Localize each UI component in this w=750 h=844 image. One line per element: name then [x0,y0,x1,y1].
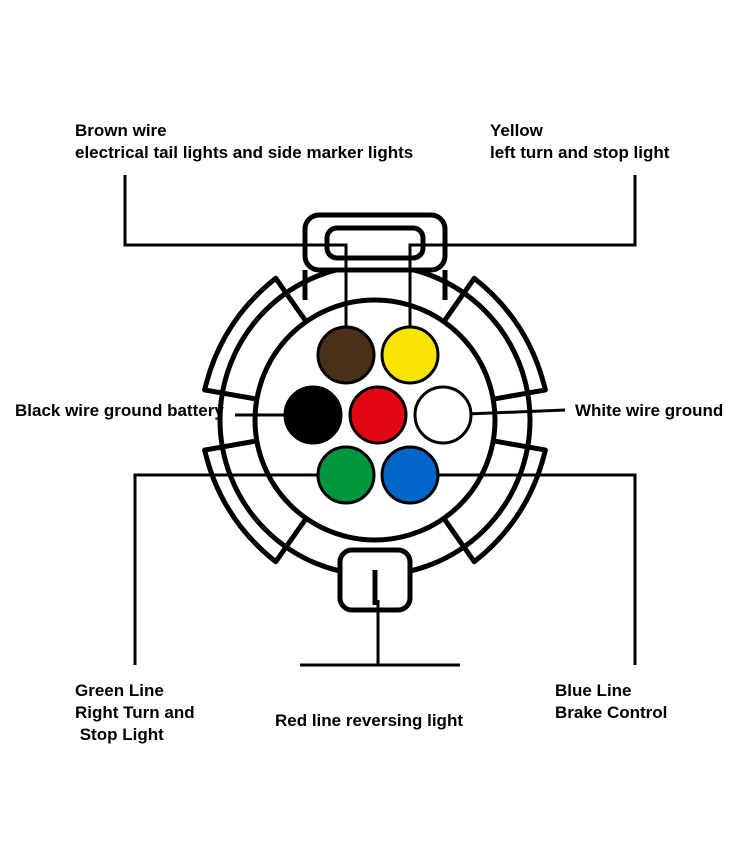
pin-red [350,387,406,443]
pin-white [415,387,471,443]
label-brown: Brown wire electrical tail lights and si… [75,120,413,164]
label-green: Green Line Right Turn and Stop Light [75,680,195,746]
pin-brown [318,327,374,383]
label-blue: Blue Line Brake Control [555,680,667,724]
label-black: Black wire ground battery [15,400,224,422]
pin-black [285,387,341,443]
pin-green [318,447,374,503]
label-yellow: Yellow left turn and stop light [490,120,669,164]
label-white: White wire ground [575,400,723,422]
label-red: Red line reversing light [275,710,463,732]
wiring-diagram: Brown wire electrical tail lights and si… [0,0,750,844]
pin-yellow [382,327,438,383]
leader-green [135,475,346,665]
pin-blue [382,447,438,503]
